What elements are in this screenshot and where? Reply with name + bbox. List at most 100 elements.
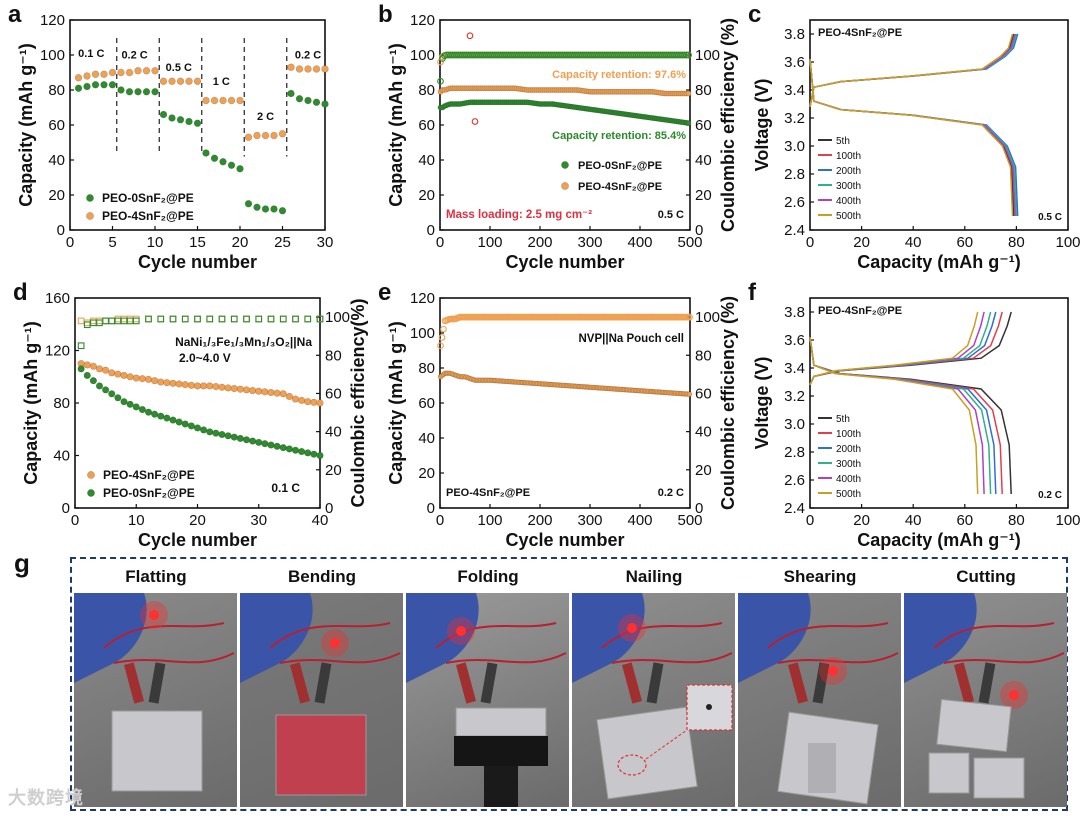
- capacity-point: [181, 420, 189, 428]
- wire-shape: [933, 622, 1065, 664]
- y-tick-label-a: 40: [48, 152, 65, 169]
- legend-label: 200th: [836, 444, 861, 455]
- y-axis-title-b: Capacity (mAh g⁻¹): [386, 43, 406, 207]
- capacity-point: [273, 389, 281, 397]
- y-tick-label-c: 2.6: [784, 194, 805, 211]
- ce-point: [304, 315, 312, 323]
- capacity-point: [685, 120, 692, 126]
- y2-tick-label-b: 0: [695, 222, 703, 239]
- rate-annotation: 0.2 C: [658, 487, 684, 499]
- glove-shape: [738, 593, 811, 683]
- capacity-point: [304, 449, 312, 457]
- y2-tick-label-d: 0: [325, 500, 333, 517]
- capacity-point: [151, 377, 159, 385]
- y2-tick-label-b: 40: [695, 152, 712, 169]
- glove-shape: [406, 593, 479, 683]
- led-light: [456, 626, 466, 636]
- rate-point: [91, 70, 100, 78]
- panel-letter-b: b: [378, 1, 393, 28]
- clip-shape: [455, 662, 477, 704]
- glove-shape: [240, 593, 313, 683]
- capacity-point: [224, 432, 232, 440]
- capacity-point: [279, 390, 287, 398]
- capacity-point: [114, 370, 122, 378]
- pouch-cell: [455, 707, 547, 737]
- y2-tick-label-b: 100: [695, 47, 720, 64]
- rate-point: [253, 131, 261, 140]
- capacity-point: [316, 451, 324, 460]
- x-tick-label-e: 0: [436, 512, 444, 529]
- x-tick-label-d: 0: [71, 512, 79, 529]
- x-tick-label-a: 10: [147, 234, 164, 251]
- capacity-point: [267, 441, 275, 449]
- x-tick-label-b: 0: [436, 234, 444, 251]
- capacity-point: [187, 381, 195, 389]
- x-tick-label-e: 300: [577, 512, 602, 529]
- capacity-point: [114, 394, 122, 402]
- ce-point: [681, 51, 688, 59]
- rate-label: 0.1 C: [78, 48, 104, 60]
- y-tick-label-f: 3.8: [784, 304, 805, 321]
- photo-illustration: [406, 593, 567, 807]
- rate-point: [295, 65, 304, 73]
- ce-point: [96, 319, 103, 327]
- capacity-point: [108, 369, 116, 377]
- capacity-point: [108, 390, 116, 398]
- x-axis-title-a: Cycle number: [138, 252, 257, 272]
- y-tick-label-d: 160: [45, 290, 70, 307]
- ce-point: [90, 319, 97, 327]
- ce-point: [126, 317, 134, 325]
- ce-point: [181, 315, 189, 323]
- rate-point: [117, 68, 125, 77]
- clip-shape: [314, 662, 332, 704]
- rate-point: [321, 65, 329, 73]
- rate-point: [270, 131, 278, 140]
- charge-curve-5th: [809, 33, 1015, 107]
- capacity-point: [298, 447, 306, 456]
- photo-illustration: [572, 593, 733, 800]
- rate-point: [117, 86, 125, 94]
- photo-label-folding: Folding: [457, 567, 519, 586]
- rate-annotation: 0.5 C: [658, 209, 684, 221]
- capacity-point: [261, 388, 269, 396]
- discharge-curve-500th: [809, 337, 979, 495]
- y-tick-label-e: 80: [418, 360, 435, 377]
- photo-strip: Flatting Bending Folding Nailing Shearing Cut…: [70, 557, 1068, 811]
- panel-title-e: PEO-4SnF₂@PE: [446, 487, 530, 499]
- capacity-point: [144, 408, 153, 416]
- ce-point: [83, 321, 91, 329]
- y-axis-title-e: Capacity (mAh g⁻¹): [386, 321, 406, 485]
- x-tick-label-e: 400: [627, 512, 652, 529]
- ce-point: [132, 317, 140, 325]
- rate-point: [210, 154, 219, 162]
- y-tick-label-f: 2.6: [784, 472, 805, 489]
- capacity-point: [187, 422, 195, 430]
- ce-point: [145, 315, 152, 323]
- capacity-point: [83, 371, 91, 380]
- ce-point: [157, 315, 165, 323]
- y-tick-label-a: 100: [40, 47, 65, 64]
- wire-shape: [435, 622, 567, 664]
- legend-label: 300th: [836, 459, 861, 470]
- ce-point: [218, 315, 226, 323]
- y2-tick-label-e: 40: [695, 424, 712, 441]
- clip-shape: [812, 662, 830, 704]
- photo-label-flatting: Flatting: [125, 567, 187, 586]
- charge-curve-500th: [809, 33, 1014, 107]
- ce-point: [267, 315, 275, 323]
- y-tick-label-b: 120: [410, 12, 435, 29]
- ce-point: [685, 51, 692, 59]
- rate-point: [91, 81, 100, 89]
- ce-point: [194, 315, 201, 323]
- y-tick-label-e: 0: [427, 500, 435, 517]
- ce-point: [77, 342, 85, 350]
- ce-point: [206, 315, 214, 323]
- y-tick-label-b: 100: [410, 47, 435, 64]
- y2-tick-label-d: 40: [325, 424, 342, 441]
- capacity-point: [169, 379, 177, 387]
- photo-nailing: [572, 593, 735, 807]
- x-tick-label-d: 10: [128, 512, 145, 529]
- rate-point: [227, 96, 236, 105]
- ce-point: [126, 315, 134, 323]
- capacity-point: [132, 374, 140, 382]
